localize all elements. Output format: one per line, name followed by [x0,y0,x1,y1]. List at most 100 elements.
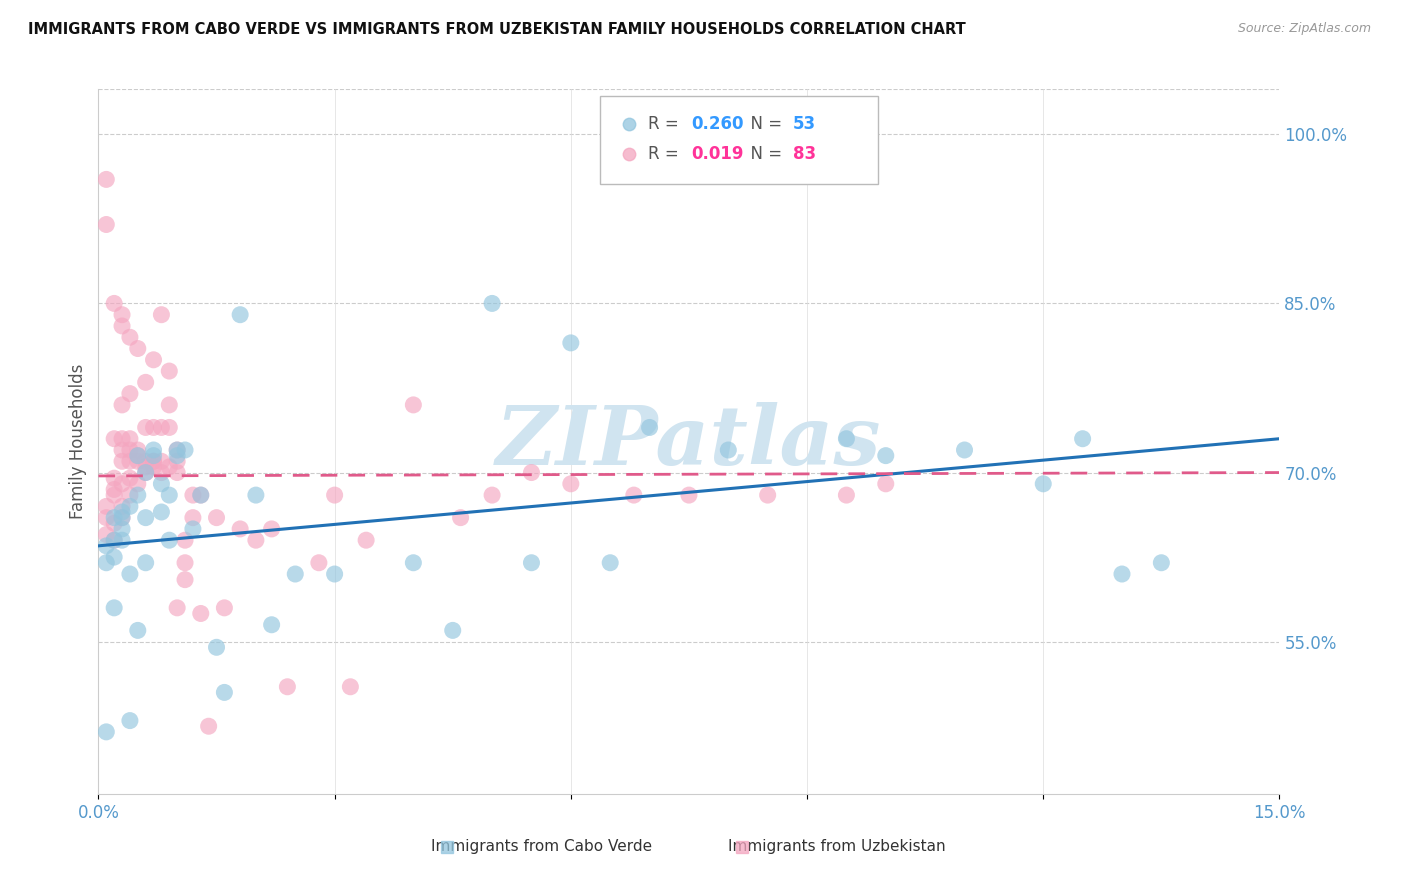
Point [875,449,897,463]
Point [142,449,165,463]
Point [205,640,228,655]
Point [323,567,346,582]
Point [354,533,377,548]
Point [166,466,188,480]
Point [103,483,125,497]
Text: 0.260: 0.260 [692,115,744,134]
Point [245,488,267,502]
Point [96,527,118,541]
Point [245,533,267,548]
Point [150,466,173,480]
Point [150,454,173,468]
Text: R =: R = [648,115,683,134]
Text: Immigrants from Uzbekistan: Immigrants from Uzbekistan [728,839,945,855]
Point [135,459,157,474]
Point [127,342,149,356]
Point [118,432,141,446]
Point [166,454,188,468]
Point [174,442,197,457]
Point [174,556,197,570]
Point [127,488,149,502]
Point [157,364,180,378]
Point [678,488,700,502]
Point [181,522,204,536]
Point [1150,556,1173,570]
Point [96,539,118,553]
Point [835,432,858,446]
Point [118,567,141,582]
Point [835,488,858,502]
Point [157,420,180,434]
Point [756,488,779,502]
Point [135,454,157,468]
Text: ZIPatlas: ZIPatlas [496,401,882,482]
Point [441,624,464,638]
Point [1111,567,1133,582]
Point [520,556,543,570]
Point [481,296,503,310]
Point [142,459,165,474]
Point [560,335,582,350]
Point [157,533,180,548]
Point [103,510,125,524]
Point [166,442,188,457]
Point [111,318,134,333]
Point [402,556,425,570]
Point [103,550,125,565]
Point [157,398,180,412]
Point [96,724,118,739]
Point [142,454,165,468]
Point [229,522,252,536]
Point [150,420,173,434]
Point [229,308,252,322]
Point [157,459,180,474]
Point [638,420,661,434]
Point [142,454,165,468]
Point [96,556,118,570]
Point [481,488,503,502]
Point [127,624,149,638]
Point [118,330,141,344]
Point [260,522,283,536]
Point [127,442,149,457]
Point [520,466,543,480]
Point [111,442,134,457]
Point [118,714,141,728]
Point [103,600,125,615]
Point [150,308,173,322]
Point [190,488,212,502]
Point [118,386,141,401]
Text: R =: R = [648,145,683,163]
Point [174,573,197,587]
Point [166,442,188,457]
Point [96,218,118,232]
Point [181,488,204,502]
Point [150,505,173,519]
Point [142,442,165,457]
Point [111,505,134,519]
Text: Immigrants from Cabo Verde: Immigrants from Cabo Verde [430,839,652,855]
Point [111,522,134,536]
Text: 0.019: 0.019 [692,145,744,163]
Point [157,488,180,502]
Point [127,449,149,463]
Point [135,420,157,434]
Point [339,680,361,694]
Point [197,719,219,733]
Point [174,533,197,548]
Text: N =: N = [740,115,787,134]
Point [1032,476,1054,491]
Point [118,500,141,514]
Point [1071,432,1094,446]
Point [875,476,897,491]
Point [118,488,141,502]
Point [276,680,298,694]
Point [103,533,125,548]
Point [111,398,134,412]
Point [111,432,134,446]
Point [214,685,236,699]
Point [111,500,134,514]
Point [103,432,125,446]
Point [190,607,212,621]
Point [135,466,157,480]
